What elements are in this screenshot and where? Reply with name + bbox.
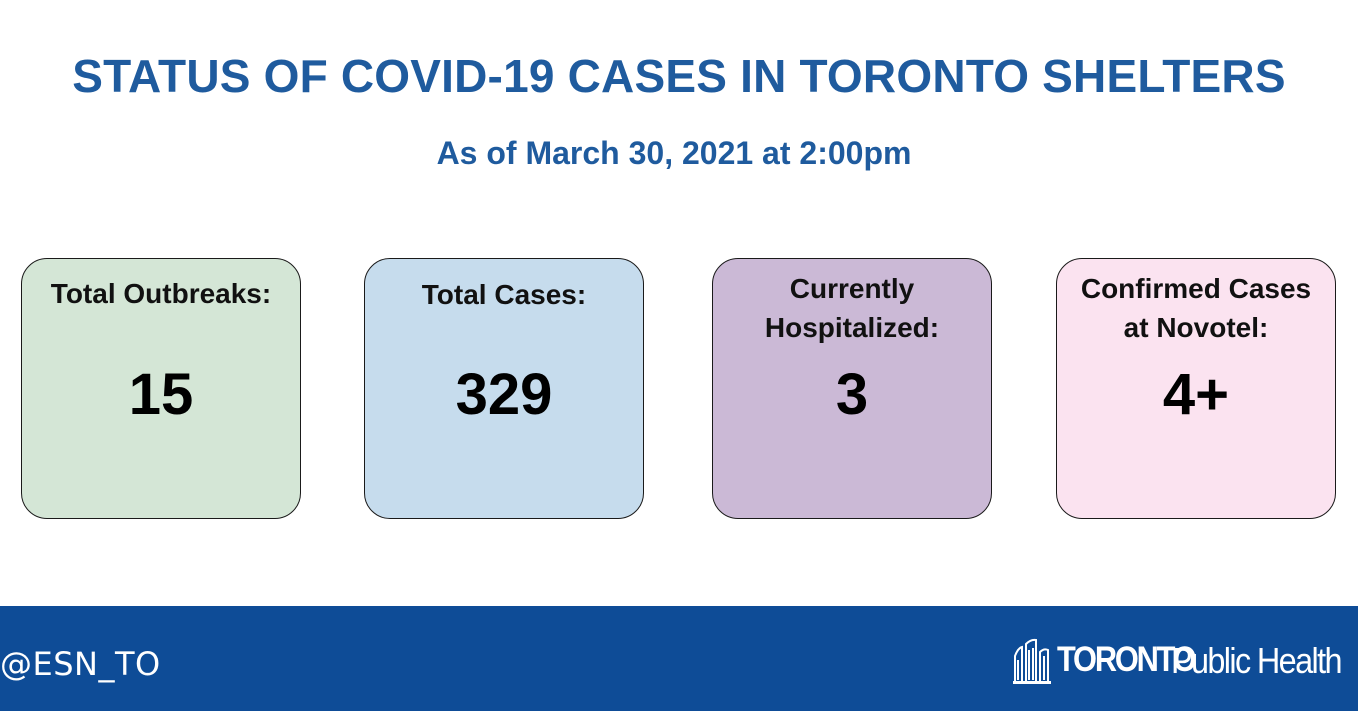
- card-total-cases: Total Cases: 329: [364, 258, 644, 519]
- card-currently-hospitalized: Currently Hospitalized: 3: [712, 258, 992, 519]
- card-label: Total Cases:: [421, 279, 587, 310]
- page-title: STATUS OF COVID-19 CASES IN TORONTO SHEL…: [72, 50, 1286, 102]
- card-value: 329: [455, 362, 553, 427]
- card-value: 15: [128, 362, 194, 427]
- card-value: 3: [835, 362, 869, 427]
- toronto-public-health-logo: TORONTO Public Health: [1013, 632, 1348, 688]
- card-label: Total Outbreaks:: [50, 278, 272, 309]
- city-hall-icon: [1013, 638, 1051, 684]
- logo-text-public-health: Public Health: [1171, 640, 1342, 681]
- card-value: 4+: [1162, 362, 1230, 427]
- card-confirmed-cases-novotel: Confirmed Cases at Novotel: 4+: [1056, 258, 1336, 519]
- card-label-line1: Confirmed Cases: [1080, 273, 1312, 304]
- card-label-line2: at Novotel:: [1123, 312, 1269, 343]
- footer-bar: [0, 606, 1358, 711]
- card-label-line1: Currently: [789, 273, 915, 304]
- card-label-line2: Hospitalized:: [764, 312, 940, 343]
- twitter-handle: @ESN_TO: [0, 645, 161, 683]
- page-subtitle-date: As of March 30, 2021 at 2:00pm: [436, 135, 912, 171]
- card-total-outbreaks: Total Outbreaks: 15: [21, 258, 301, 519]
- logo-wordmark-toronto: TORONTO: [1057, 640, 1197, 679]
